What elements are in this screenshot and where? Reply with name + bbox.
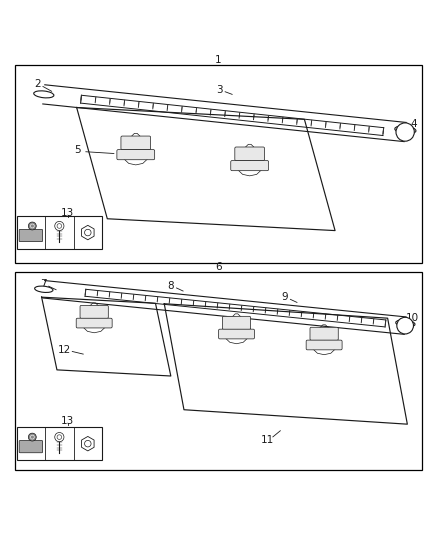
Circle shape: [30, 224, 34, 228]
Text: 1: 1: [215, 55, 222, 65]
Text: 12: 12: [58, 345, 71, 355]
Circle shape: [396, 123, 414, 141]
Text: 9: 9: [281, 292, 288, 302]
Circle shape: [85, 229, 91, 236]
FancyBboxPatch shape: [117, 150, 155, 160]
Circle shape: [57, 435, 62, 439]
FancyBboxPatch shape: [219, 329, 254, 339]
Bar: [15, 65, 422, 263]
FancyBboxPatch shape: [223, 316, 251, 329]
Circle shape: [397, 317, 413, 334]
Circle shape: [28, 222, 36, 230]
Ellipse shape: [395, 126, 416, 134]
Text: 4: 4: [410, 119, 417, 129]
Text: 13: 13: [61, 208, 74, 217]
Text: 8: 8: [167, 281, 174, 291]
Bar: [15, 272, 422, 470]
FancyBboxPatch shape: [76, 318, 112, 328]
FancyBboxPatch shape: [306, 340, 342, 350]
FancyBboxPatch shape: [80, 305, 108, 318]
Circle shape: [85, 440, 91, 447]
Ellipse shape: [35, 286, 53, 293]
Circle shape: [28, 433, 36, 441]
Ellipse shape: [396, 320, 415, 327]
Text: 2: 2: [34, 79, 41, 90]
FancyBboxPatch shape: [121, 136, 151, 150]
Text: 11: 11: [261, 434, 274, 445]
Circle shape: [55, 432, 64, 442]
Bar: [17, 427, 102, 460]
FancyBboxPatch shape: [235, 147, 265, 160]
Circle shape: [57, 224, 62, 228]
Bar: [17, 216, 102, 249]
Circle shape: [30, 435, 34, 439]
Text: 10: 10: [406, 313, 419, 323]
Text: 7: 7: [39, 279, 46, 289]
Text: 3: 3: [215, 85, 223, 94]
Ellipse shape: [34, 91, 54, 98]
Polygon shape: [81, 225, 94, 240]
FancyBboxPatch shape: [231, 160, 268, 171]
Text: 5: 5: [74, 146, 81, 156]
Text: 6: 6: [215, 262, 222, 272]
FancyBboxPatch shape: [19, 440, 42, 453]
Text: 13: 13: [61, 416, 74, 426]
FancyBboxPatch shape: [19, 229, 42, 241]
FancyBboxPatch shape: [310, 327, 338, 340]
Polygon shape: [81, 437, 94, 451]
Circle shape: [55, 221, 64, 231]
